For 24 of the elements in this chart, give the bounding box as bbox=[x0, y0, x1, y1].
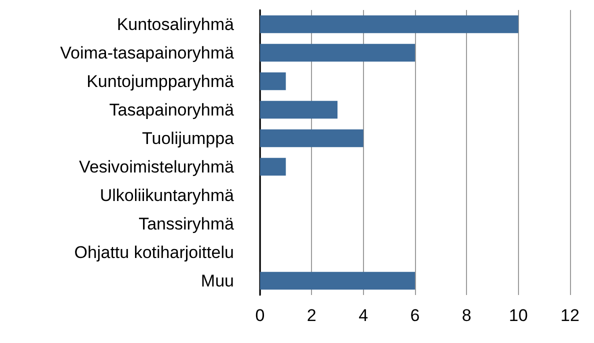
x-tick-label: 6 bbox=[410, 306, 420, 325]
bar bbox=[260, 15, 518, 34]
x-tick-label: 2 bbox=[306, 306, 316, 325]
x-tick-label: 4 bbox=[358, 306, 368, 325]
y-tick-label: Tuolijumppa bbox=[142, 128, 235, 148]
bar bbox=[260, 100, 338, 119]
x-tick-label: 0 bbox=[255, 306, 265, 325]
y-tick-label: Ohjattu kotiharjoittelu bbox=[74, 242, 234, 262]
bar bbox=[260, 158, 286, 176]
bar bbox=[260, 272, 415, 290]
y-tick-label: Ulkoliikuntaryhmä bbox=[100, 186, 235, 205]
y-tick-label: Kuntosaliryhmä bbox=[116, 14, 235, 34]
y-tick-label: Tasapainoryhmä bbox=[109, 100, 235, 120]
y-tick-label: Tanssiryhmä bbox=[138, 214, 235, 234]
x-tick-label: 8 bbox=[462, 306, 472, 325]
y-tick-label: Kuntojumpparyhmä bbox=[86, 72, 235, 91]
y-tick-label: Vesivoimisteluryhmä bbox=[79, 157, 235, 176]
bar bbox=[260, 44, 415, 62]
y-tick-label: Voima-tasapainoryhmä bbox=[60, 43, 235, 62]
x-tick-label: 12 bbox=[560, 306, 580, 325]
x-tick-label: 10 bbox=[508, 306, 528, 325]
y-tick-label: Muu bbox=[200, 271, 234, 290]
bar bbox=[260, 129, 364, 148]
bar bbox=[260, 72, 286, 90]
